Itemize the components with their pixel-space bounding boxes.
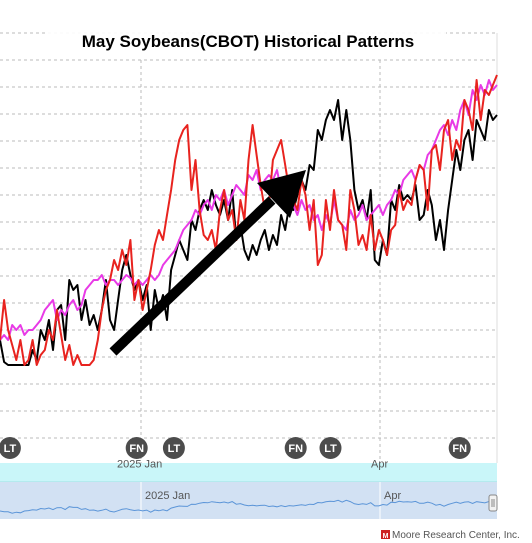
trend-arrow	[109, 170, 306, 356]
event-marker-label: LT	[4, 443, 17, 455]
navigator-handle[interactable]	[488, 494, 498, 512]
title-background	[46, 26, 446, 56]
trend-arrow-head	[257, 170, 306, 218]
event-marker-fn[interactable]: FN	[448, 437, 471, 459]
navigator-label-jan: 2025 Jan	[145, 490, 190, 502]
event-marker-lt[interactable]: LT	[319, 437, 342, 459]
event-marker-lt[interactable]: LT	[0, 437, 21, 459]
trend-arrow-shaft	[109, 196, 276, 356]
series-line-2	[0, 79, 498, 341]
x-tick-label-apr: Apr	[371, 459, 388, 471]
event-marker-fn[interactable]: FN	[284, 437, 307, 459]
credit-text: Moore Research Center, Inc.	[392, 530, 520, 541]
event-markers: LT FN LT FN LT FN	[0, 437, 471, 459]
event-marker-lt[interactable]: LT	[162, 437, 185, 459]
credit-logo-icon: M	[381, 530, 390, 540]
navigator-band[interactable]	[0, 482, 497, 519]
event-marker-fn[interactable]: FN	[125, 437, 148, 459]
x-axis-band	[0, 463, 497, 482]
event-marker-label: LT	[324, 443, 337, 455]
x-tick-label-jan: 2025 Jan	[117, 459, 162, 471]
grid	[0, 32, 498, 463]
event-marker-label: LT	[168, 443, 181, 455]
event-marker-label: FN	[288, 443, 303, 455]
chart-title: May Soybeans(CBOT) Historical Patterns	[82, 32, 415, 51]
navigator-label-apr: Apr	[384, 490, 401, 502]
series-lines	[0, 74, 498, 366]
event-marker-label: FN	[129, 443, 144, 455]
event-marker-label: FN	[452, 443, 467, 455]
navigator-line	[0, 499, 498, 514]
series-line-1	[0, 74, 498, 366]
svg-text:M: M	[383, 533, 389, 540]
